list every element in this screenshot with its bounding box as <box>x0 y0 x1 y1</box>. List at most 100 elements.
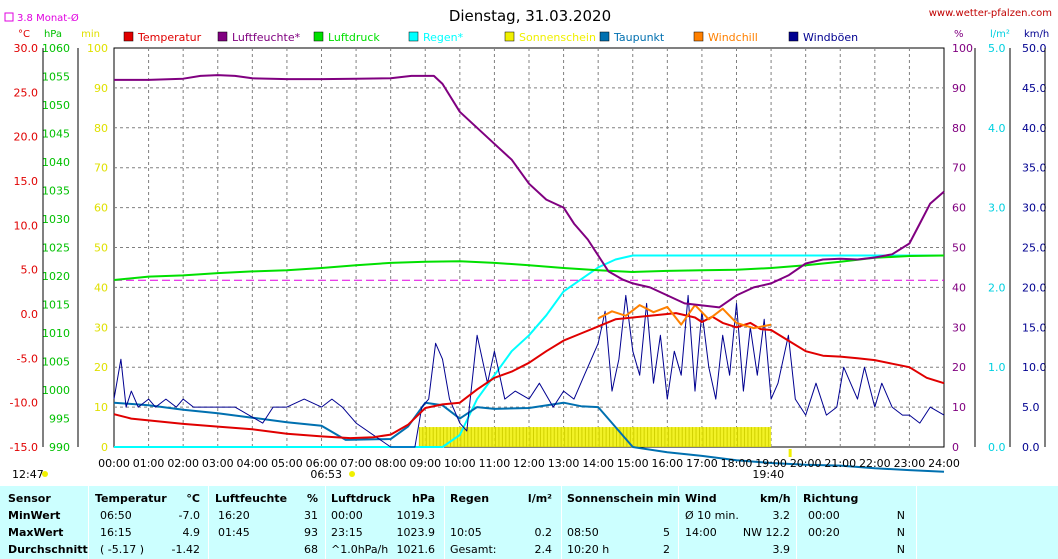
y-tick-label-rain: 0.0 <box>988 441 1006 454</box>
y-tick-label-temp: -10.0 <box>10 397 38 410</box>
table-cell-temp_time: 16:15 <box>100 526 132 539</box>
legend-swatch <box>504 31 515 42</box>
table-separator <box>561 486 562 559</box>
x-tick-label: 24:00 <box>928 457 960 470</box>
table-cell-sun_val: 5 <box>663 526 670 539</box>
table-separator <box>796 486 797 559</box>
site-link[interactable]: www.wetter-pfalzen.com <box>929 8 1052 19</box>
legend-label: Sonnenschein <box>519 31 596 44</box>
y-tick-label-pressure: 1020 <box>42 270 70 283</box>
y-tick-label-wind: 45.0 <box>1022 82 1047 95</box>
y-tick-label-temp: 5.0 <box>21 264 39 277</box>
x-tick-label: 23:00 <box>894 457 926 470</box>
y-tick-label-temp: 30.0 <box>14 42 39 55</box>
table-separator <box>678 486 679 559</box>
table-header: Richtung <box>803 492 859 505</box>
y-tick-label-humidity: 10 <box>952 401 966 414</box>
y-tick-label-sun_min: 50 <box>94 242 108 255</box>
chart-title: Dienstag, 31.03.2020 <box>449 7 611 25</box>
y-tick-label-humidity: 30 <box>952 321 966 334</box>
table-cell-temp_time: ( -5.17 ) <box>100 543 145 556</box>
y-tick-label-humidity: 70 <box>952 162 966 175</box>
legend-label: Taupunkt <box>613 31 665 44</box>
sunset-label: 19:40 <box>752 468 784 481</box>
axis-unit-rain: l/m² <box>990 29 1010 40</box>
y-tick-label-pressure: 1060 <box>42 42 70 55</box>
y-tick-label-humidity: 80 <box>952 122 966 135</box>
table-separator <box>444 486 445 559</box>
x-tick-label: 18:00 <box>721 457 753 470</box>
table-separator <box>916 486 917 559</box>
x-tick-label: 10:00 <box>444 457 476 470</box>
series-line-windben <box>113 294 945 448</box>
table-cell-hum_val: 31 <box>304 509 318 522</box>
series-line-taupunkt <box>113 401 945 473</box>
y-tick-label-sun_min: 10 <box>94 401 108 414</box>
axis-unit-pressure: hPa <box>44 29 62 40</box>
table-row-label: MinWert <box>8 509 61 522</box>
x-tick-label: 20:00 <box>790 457 822 470</box>
table-cell-wind_val: 3.2 <box>772 509 791 522</box>
table-cell-hum_val: 93 <box>304 526 318 539</box>
y-tick-label-sun_min: 80 <box>94 122 108 135</box>
table-cell-press_val: 1023.9 <box>396 526 436 539</box>
table-header: Regen <box>450 492 490 505</box>
table-cell-press_val: 1021.6 <box>396 543 436 556</box>
table-cell-hum_time: 01:45 <box>218 526 250 539</box>
y-tick-label-pressure: 1005 <box>42 356 70 369</box>
table-cell-press_time: 00:00 <box>331 509 363 522</box>
legend-swatch <box>123 31 134 42</box>
table-cell-dir_time: 00:20 <box>808 526 840 539</box>
chart-legend: Temperatur Luftfeuchte* Luftdruck Regen* Son… <box>123 31 858 44</box>
table-cell-dir_val: N <box>896 509 905 522</box>
y-tick-label-wind: 35.0 <box>1022 162 1047 175</box>
y-tick-label-wind: 0.0 <box>1022 441 1040 454</box>
y-tick-label-pressure: 995 <box>49 413 70 426</box>
x-tick-label: 21:00 <box>824 457 856 470</box>
y-tick-label-sun_min: 60 <box>94 202 108 215</box>
x-tick-label: 03:00 <box>202 457 234 470</box>
table-separator <box>325 486 326 559</box>
y-tick-label-sun_min: 0 <box>101 441 108 454</box>
summary-table: Sensor Temperatur °C Luftfeuchte% Luftdruck h… <box>0 486 1058 559</box>
y-tick-label-temp: 0.0 <box>21 308 39 321</box>
table-cell-press_time: 23:15 <box>331 526 363 539</box>
axis-unit-temp: °C <box>18 29 30 40</box>
y-tick-label-humidity: 20 <box>952 361 966 374</box>
table-cell-temp_val: -7.0 <box>178 509 200 522</box>
y-tick-label-pressure: 1025 <box>42 242 70 255</box>
table-header: Luftfeuchte <box>215 492 288 505</box>
y-tick-label-wind: 5.0 <box>1022 401 1040 414</box>
y-tick-label-wind: 20.0 <box>1022 281 1047 294</box>
x-tick-label: 02:00 <box>167 457 199 470</box>
table-cell-wind_time: Ø 10 min. <box>685 509 739 522</box>
y-tick-label-temp: 25.0 <box>14 86 39 99</box>
y-tick-label-humidity: 0 <box>952 441 959 454</box>
y-tick-label-rain: 2.0 <box>988 281 1006 294</box>
x-tick-label: 22:00 <box>859 457 891 470</box>
table-cell-dir_time: 00:00 <box>808 509 840 522</box>
x-tick-label: 00:00 <box>98 457 130 470</box>
table-cell-dir_val: N <box>896 543 905 556</box>
table-row-label: MaxWert <box>8 526 64 539</box>
y-tick-label-pressure: 1000 <box>42 384 70 397</box>
table-cell-temp_time: 06:50 <box>100 509 132 522</box>
legend-swatch <box>313 31 324 42</box>
y-tick-label-sun_min: 90 <box>94 82 108 95</box>
legend-label: Luftfeuchte* <box>232 31 301 44</box>
y-tick-label-humidity: 60 <box>952 202 966 215</box>
y-tick-label-humidity: 50 <box>952 242 966 255</box>
legend-swatch <box>693 31 704 42</box>
table-header: Temperatur <box>95 492 167 505</box>
table-cell-press_val: 1019.3 <box>396 509 436 522</box>
table-header: Luftdruck <box>331 492 391 505</box>
y-tick-label-sun_min: 30 <box>94 321 108 334</box>
y-tick-label-sun_min: 40 <box>94 281 108 294</box>
axis-unit-wind: km/h <box>1024 29 1049 40</box>
table-cell-sun_time: 10:20 h <box>567 543 610 556</box>
table-header: Wind <box>685 492 717 505</box>
series-line-temperatur <box>113 312 945 440</box>
legend-label: Windböen <box>803 31 858 44</box>
table-cell-press_time: ^1.0hPa/h <box>331 543 389 556</box>
y-tick-label-temp: 15.0 <box>14 175 39 188</box>
